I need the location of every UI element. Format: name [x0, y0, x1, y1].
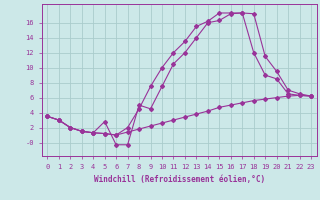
- X-axis label: Windchill (Refroidissement éolien,°C): Windchill (Refroidissement éolien,°C): [94, 175, 265, 184]
